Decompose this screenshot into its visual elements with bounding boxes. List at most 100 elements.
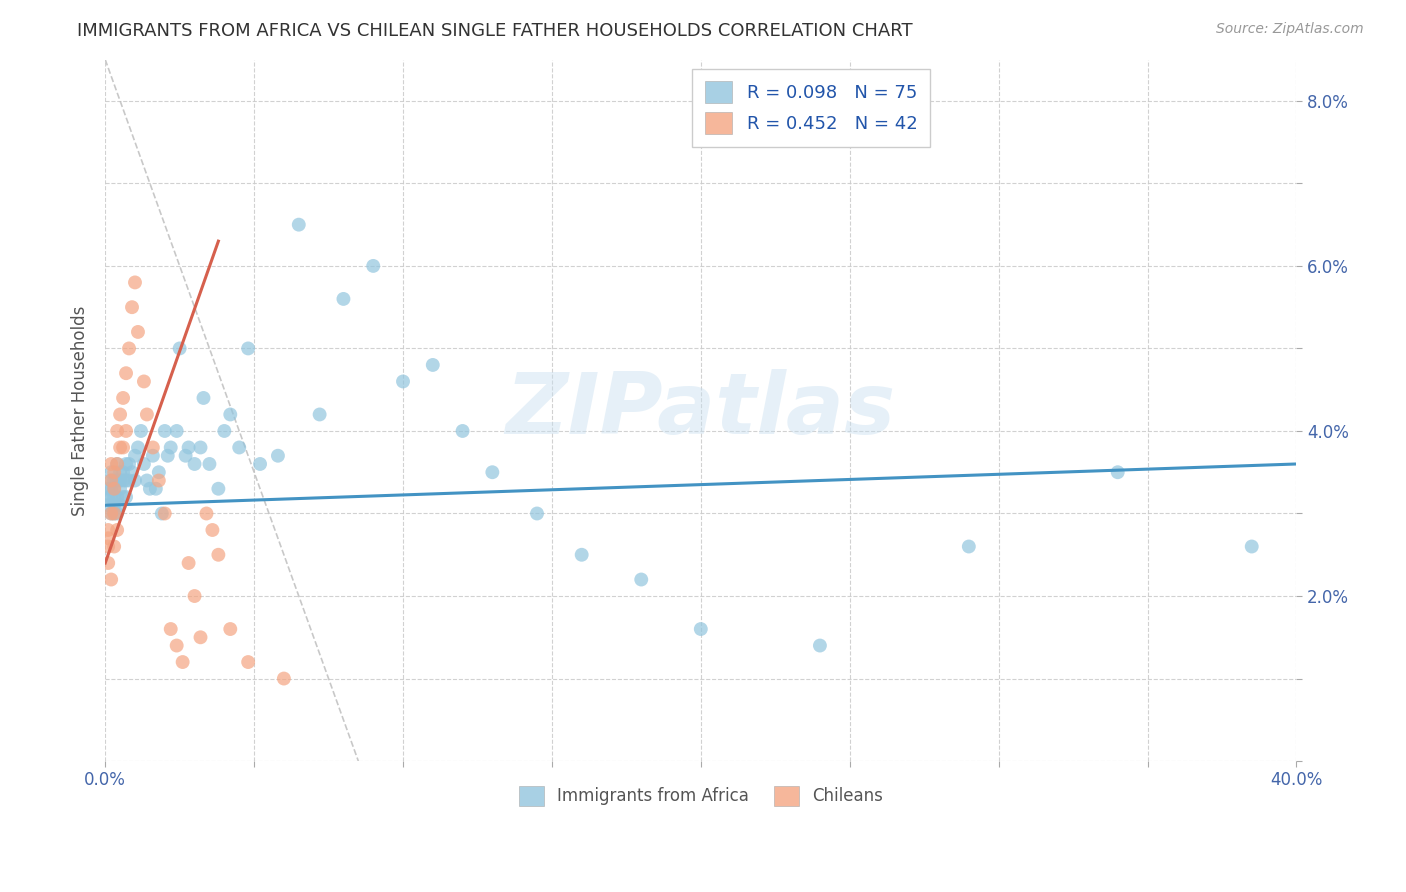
Point xyxy=(201,523,224,537)
Point xyxy=(166,424,188,438)
Point xyxy=(108,465,131,479)
Point xyxy=(145,482,167,496)
Point xyxy=(228,441,250,455)
Point xyxy=(135,408,157,422)
Point xyxy=(132,457,155,471)
Point xyxy=(183,589,205,603)
Point xyxy=(148,474,170,488)
Point xyxy=(361,259,384,273)
Point xyxy=(124,449,146,463)
Point xyxy=(153,507,176,521)
Point xyxy=(159,441,181,455)
Point xyxy=(526,507,548,521)
Point xyxy=(571,548,593,562)
Point xyxy=(169,342,191,356)
Point xyxy=(267,449,290,463)
Point xyxy=(108,474,131,488)
Point xyxy=(308,408,330,422)
Point xyxy=(100,490,122,504)
Point xyxy=(118,474,141,488)
Text: Source: ZipAtlas.com: Source: ZipAtlas.com xyxy=(1216,22,1364,37)
Point xyxy=(124,276,146,290)
Point xyxy=(112,490,135,504)
Point xyxy=(105,457,128,471)
Point xyxy=(100,482,122,496)
Point xyxy=(195,507,218,521)
Point xyxy=(127,325,149,339)
Point xyxy=(193,391,215,405)
Point xyxy=(135,474,157,488)
Point xyxy=(100,465,122,479)
Point xyxy=(105,507,128,521)
Point xyxy=(97,556,120,570)
Point xyxy=(236,342,259,356)
Point xyxy=(108,441,131,455)
Point xyxy=(100,507,122,521)
Point xyxy=(108,408,131,422)
Point xyxy=(166,639,188,653)
Legend: Immigrants from Africa, Chileans: Immigrants from Africa, Chileans xyxy=(509,775,893,816)
Point xyxy=(103,507,125,521)
Point xyxy=(198,457,221,471)
Point xyxy=(332,292,354,306)
Point xyxy=(150,507,173,521)
Point xyxy=(159,622,181,636)
Point xyxy=(207,482,229,496)
Point xyxy=(190,630,212,644)
Point xyxy=(118,457,141,471)
Point xyxy=(177,556,200,570)
Point xyxy=(103,507,125,521)
Point xyxy=(97,523,120,537)
Point xyxy=(112,465,135,479)
Point xyxy=(214,424,236,438)
Point xyxy=(957,540,980,554)
Point xyxy=(153,424,176,438)
Point xyxy=(139,482,162,496)
Point xyxy=(105,424,128,438)
Point xyxy=(105,490,128,504)
Point xyxy=(236,655,259,669)
Point xyxy=(156,449,179,463)
Point xyxy=(103,482,125,496)
Point xyxy=(129,424,152,438)
Point xyxy=(115,490,138,504)
Point xyxy=(100,507,122,521)
Point xyxy=(105,474,128,488)
Point xyxy=(97,498,120,512)
Point xyxy=(112,474,135,488)
Point xyxy=(100,457,122,471)
Point xyxy=(451,424,474,438)
Point xyxy=(219,622,242,636)
Point xyxy=(100,573,122,587)
Point xyxy=(97,531,120,545)
Point xyxy=(112,441,135,455)
Point xyxy=(142,449,165,463)
Point xyxy=(97,490,120,504)
Point xyxy=(219,408,242,422)
Point xyxy=(689,622,711,636)
Point xyxy=(630,573,652,587)
Point xyxy=(108,498,131,512)
Point xyxy=(103,498,125,512)
Point xyxy=(115,474,138,488)
Point xyxy=(273,672,295,686)
Point xyxy=(288,218,311,232)
Point xyxy=(103,540,125,554)
Point xyxy=(174,449,197,463)
Point xyxy=(103,474,125,488)
Point xyxy=(207,548,229,562)
Point xyxy=(100,474,122,488)
Point xyxy=(115,457,138,471)
Point xyxy=(172,655,194,669)
Point xyxy=(392,375,415,389)
Point xyxy=(118,342,141,356)
Point xyxy=(183,457,205,471)
Point xyxy=(103,482,125,496)
Point xyxy=(121,300,143,314)
Point xyxy=(115,424,138,438)
Point xyxy=(422,358,444,372)
Point xyxy=(108,482,131,496)
Point xyxy=(808,639,831,653)
Point xyxy=(115,366,138,380)
Point xyxy=(1107,465,1129,479)
